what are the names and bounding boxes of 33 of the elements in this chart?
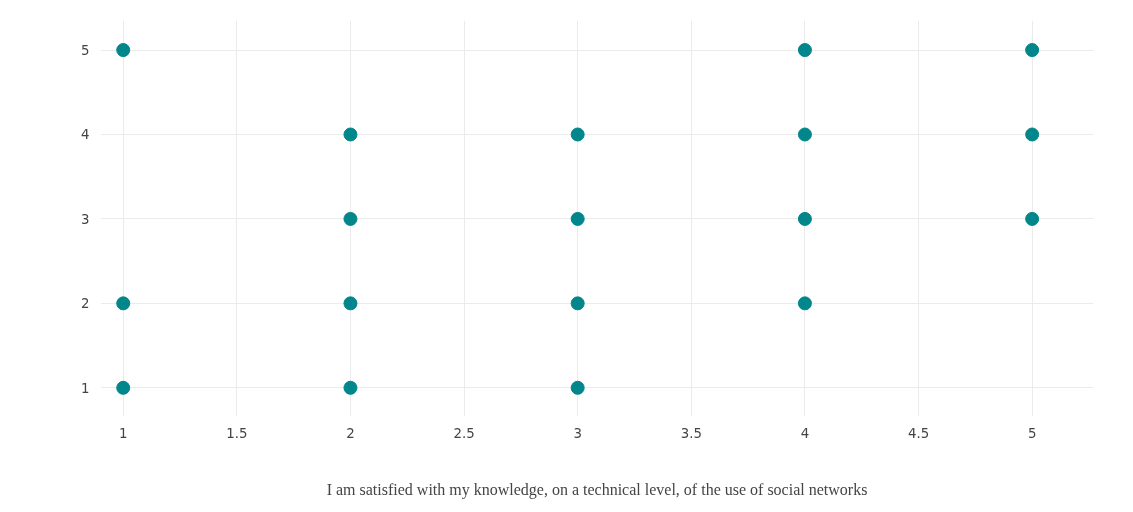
point	[797, 43, 812, 58]
x-axis-title: I am satisfied with my knowledge, on a technical level, of the use of social networks	[326, 480, 868, 499]
point	[570, 296, 585, 311]
y-tick-label: 3	[81, 211, 90, 227]
y-tick-label: 5	[81, 43, 90, 59]
point	[343, 211, 358, 226]
x-tick-label: 1.5	[226, 425, 248, 441]
x-tick-label: 2.5	[453, 425, 475, 441]
x-tick-label: 4	[800, 425, 810, 441]
point	[1025, 43, 1040, 58]
point	[116, 296, 131, 311]
point	[1025, 127, 1040, 142]
point	[570, 380, 585, 395]
x-tick-label: 5	[1027, 425, 1037, 441]
point	[343, 296, 358, 311]
point	[343, 380, 358, 395]
point	[797, 296, 812, 311]
x-tick-label: 3	[573, 425, 582, 441]
point	[570, 211, 585, 226]
point	[1025, 211, 1040, 226]
y-tick-label: 2	[81, 296, 90, 312]
point	[570, 127, 585, 142]
point	[797, 211, 812, 226]
y-tick-label: 1	[81, 380, 90, 396]
point	[116, 380, 131, 395]
point	[797, 127, 812, 142]
x-tick-label: 2	[346, 425, 355, 441]
point	[116, 43, 131, 58]
x-tick-label: 4.5	[907, 425, 930, 441]
y-tick-label: 4	[81, 127, 90, 143]
x-tick-label: 1	[118, 425, 128, 441]
point	[343, 127, 358, 142]
x-tick-label: 3.5	[680, 425, 702, 441]
